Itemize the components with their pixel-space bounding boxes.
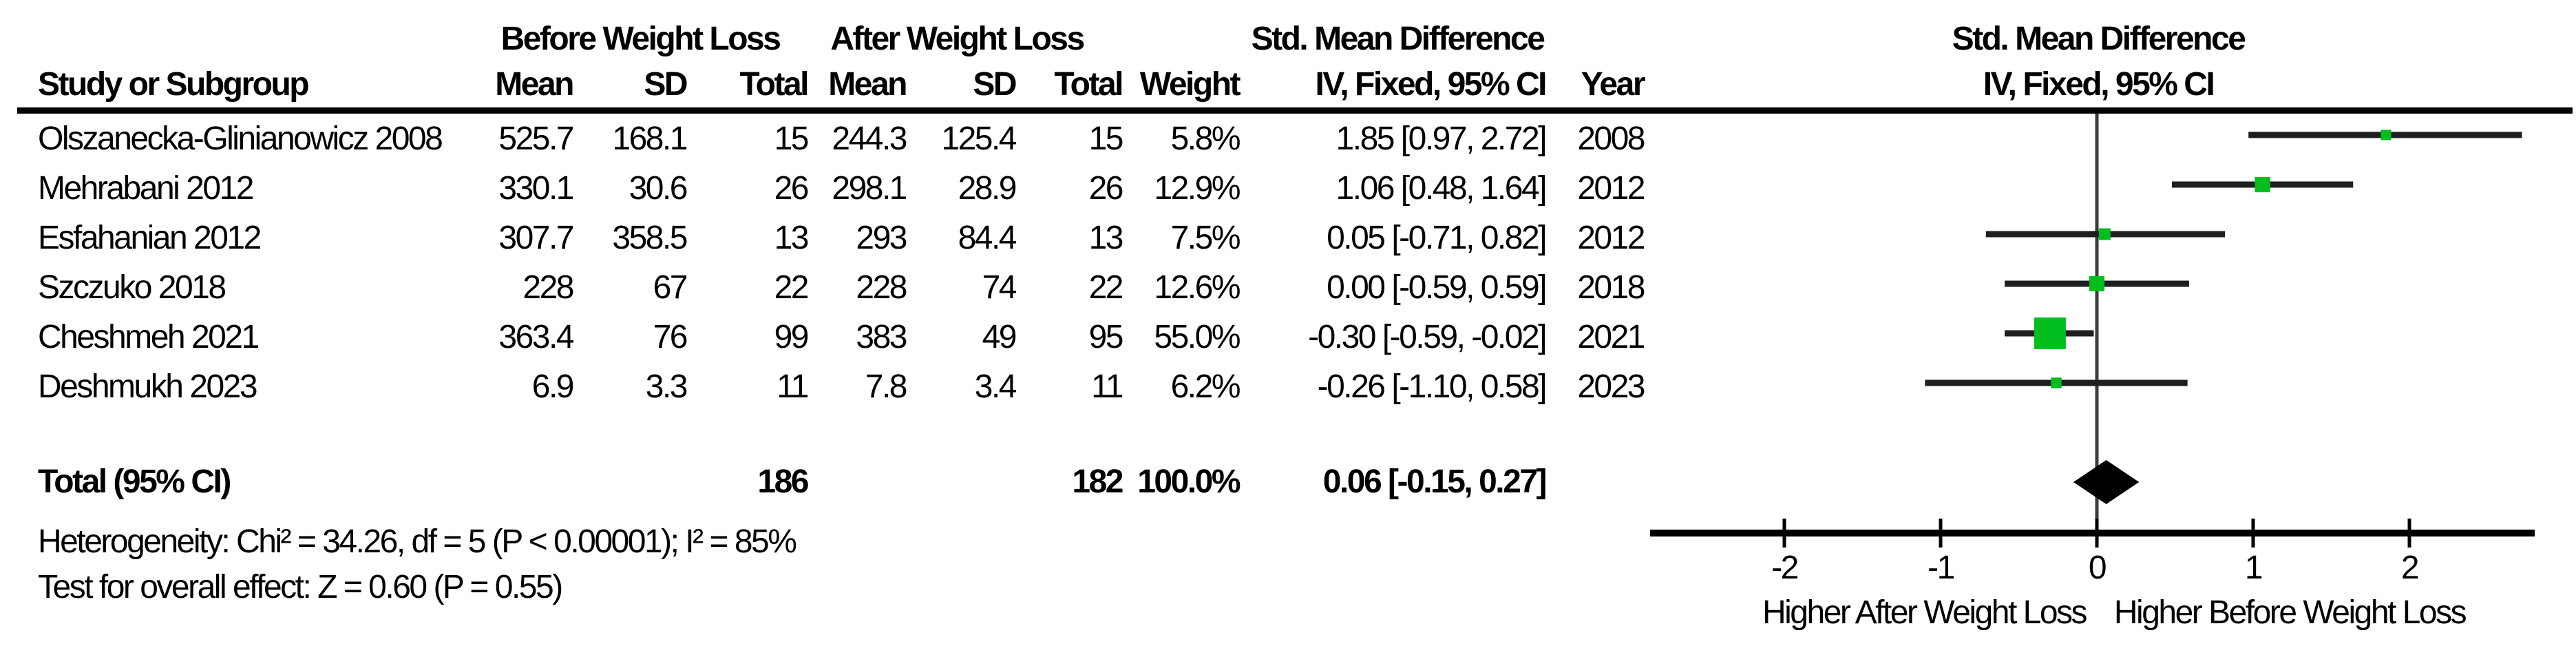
cell-study: Deshmukh 2023 [38,368,258,405]
col-header-weight: Weight [1139,66,1241,103]
col-header-mean-after: Mean [828,66,907,103]
cell-sd2: 74 [982,269,1017,306]
axis-tick-label: 1 [2245,550,2262,586]
axis-tick-label: -1 [1928,550,1954,586]
cell-total2: 95 [1088,319,1124,355]
heterogeneity-text: Heterogeneity: Chi² = 34.26, df = 5 (P <… [38,523,797,560]
plot-title: Std. Mean Difference [1952,21,2246,57]
cell-sd1: 76 [653,319,688,355]
cell-mean2: 244.3 [832,121,907,157]
effect-marker [2255,176,2270,193]
group-header-smd-column: Std. Mean Difference [1251,21,1545,57]
cell-weight: 7.5% [1170,220,1241,256]
total-n-before: 186 [757,463,809,500]
cell-study: Esfahanian 2012 [38,220,262,256]
cell-weight: 12.6% [1154,269,1241,306]
cell-ci_text: 1.06 [0.48, 1.64] [1335,170,1548,207]
cell-weight: 6.2% [1170,368,1241,405]
axis-tick-label: 2 [2401,550,2418,586]
plot-subtitle: IV, Fixed, 95% CI [1983,66,2215,103]
cell-mean1: 363.4 [498,319,574,355]
cell-mean1: 228 [522,269,574,306]
cell-year: 2012 [1577,170,1645,207]
cell-total1: 22 [774,269,810,306]
axis-tick-label: 0 [2089,550,2106,586]
cell-weight: 5.8% [1170,121,1241,157]
total-row-label: Total (95% CI) [38,463,231,500]
total-weight: 100.0% [1137,463,1241,500]
cell-total1: 11 [777,368,809,405]
cell-study: Mehrabani 2012 [38,170,254,207]
cell-study: Cheshmeh 2021 [38,319,260,355]
overall-effect-text: Test for overall effect: Z = 0.60 (P = 0… [38,569,563,605]
axis-label-right: Higher Before Weight Loss [2113,594,2467,631]
cell-mean2: 293 [856,220,907,256]
cell-sd1: 168.1 [612,121,688,157]
cell-total2: 13 [1088,220,1124,256]
cell-mean1: 330.1 [498,170,574,207]
cell-mean2: 383 [856,319,907,355]
cell-year: 2012 [1577,220,1645,256]
cell-sd1: 30.6 [629,170,688,207]
col-header-total-before: Total [739,66,809,103]
cell-total2: 11 [1091,368,1123,405]
cell-mean2: 7.8 [865,368,908,405]
col-header-year: Year [1581,66,1646,103]
col-header-sd-before: SD [644,66,688,103]
cell-total1: 26 [774,170,810,207]
cell-year: 2023 [1577,368,1645,405]
cell-ci_text: -0.30 [-0.59, -0.02] [1308,319,1547,355]
effect-marker [2034,317,2066,349]
effect-marker [2089,275,2105,292]
cell-total1: 15 [774,121,810,157]
col-header-study: Study or Subgroup [38,66,310,103]
cell-total2: 26 [1088,170,1124,207]
cell-sd2: 3.4 [974,368,1017,405]
cell-total2: 22 [1088,269,1124,306]
cell-ci_text: 0.05 [-0.71, 0.82] [1327,220,1547,256]
group-header-before-weight-loss: Before Weight Loss [500,21,781,57]
cell-mean1: 307.7 [498,220,574,256]
cell-mean2: 298.1 [832,170,907,207]
cell-sd2: 84.4 [958,220,1017,256]
cell-year: 2021 [1577,319,1645,355]
effect-marker [2380,129,2392,140]
cell-sd1: 358.5 [612,220,688,256]
cell-ci_text: -0.26 [-1.10, 0.58] [1317,368,1548,405]
cell-sd1: 3.3 [645,368,688,405]
col-header-mean-before: Mean [495,66,574,103]
cell-sd1: 67 [653,269,688,306]
cell-year: 2018 [1577,269,1645,306]
cell-study: Olszanecka-Glinianowicz 2008 [38,121,443,157]
total-diamond [2073,460,2140,504]
cell-weight: 55.0% [1154,319,1241,355]
axis-label-left: Higher After Weight Loss [1762,594,2088,631]
cell-study: Szczuko 2018 [38,269,226,306]
cell-total1: 13 [774,220,810,256]
cell-weight: 12.9% [1154,170,1241,207]
effect-marker [2098,228,2111,240]
cell-sd2: 49 [982,319,1017,355]
total-n-after: 182 [1072,463,1123,500]
cell-mean1: 6.9 [531,368,575,405]
header-separator-line [17,107,2573,114]
col-header-sd-after: SD [973,66,1017,103]
group-header-after-weight-loss: After Weight Loss [830,21,1085,57]
axis-tick-label: -2 [1771,550,1797,586]
cell-total1: 99 [774,319,810,355]
cell-mean2: 228 [856,269,907,306]
effect-marker [2051,377,2062,388]
cell-ci_text: 1.85 [0.97, 2.72] [1335,121,1548,157]
cell-ci_text: 0.00 [-0.59, 0.59] [1327,269,1547,306]
total-ci-text: 0.06 [-0.15, 0.27] [1322,463,1548,500]
cell-mean1: 525.7 [498,121,574,157]
cell-total2: 15 [1088,121,1124,157]
cell-sd2: 125.4 [941,121,1017,157]
col-header-iv-fixed-ci: IV, Fixed, 95% CI [1315,66,1547,103]
cell-sd2: 28.9 [958,170,1017,207]
cell-year: 2008 [1577,121,1645,157]
col-header-total-after: Total [1054,66,1123,103]
